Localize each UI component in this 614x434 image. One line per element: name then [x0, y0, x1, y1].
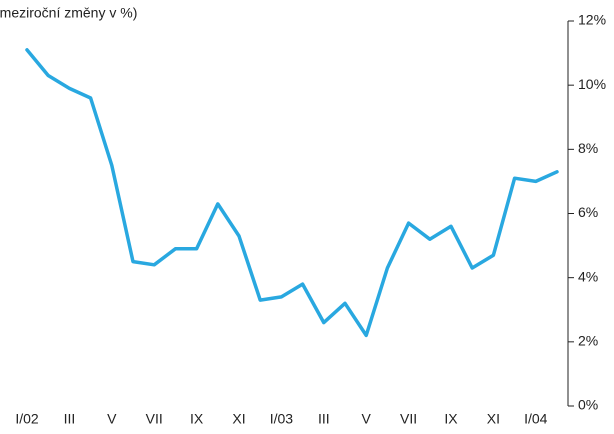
y-tick-label: 4%	[578, 268, 598, 284]
line-series	[25, 48, 559, 338]
x-tick-label: III	[318, 411, 330, 427]
y-tick-label: 8%	[578, 140, 598, 156]
y-tick-label: 0%	[578, 397, 598, 413]
x-tick-label: I/02	[15, 411, 39, 427]
x-tick-label: VII	[146, 411, 163, 427]
x-tick-label: IX	[190, 411, 204, 427]
x-tick-label: VII	[400, 411, 417, 427]
y-tick-label: 6%	[578, 204, 598, 220]
chart-title: (meziroční změny v %)	[0, 5, 137, 21]
x-tick-label: V	[362, 411, 372, 427]
x-tick-label: IX	[444, 411, 458, 427]
x-tick-label: III	[64, 411, 76, 427]
y-tick-label: 10%	[578, 76, 606, 92]
x-tick-label: XI	[487, 411, 500, 427]
x-tick-label: XI	[232, 411, 245, 427]
x-tick-label: I/03	[270, 411, 294, 427]
y-tick-label: 12%	[578, 12, 606, 28]
x-tick-label: V	[107, 411, 117, 427]
x-tick-label: I/04	[524, 411, 548, 427]
y-tick-label: 2%	[578, 333, 598, 349]
